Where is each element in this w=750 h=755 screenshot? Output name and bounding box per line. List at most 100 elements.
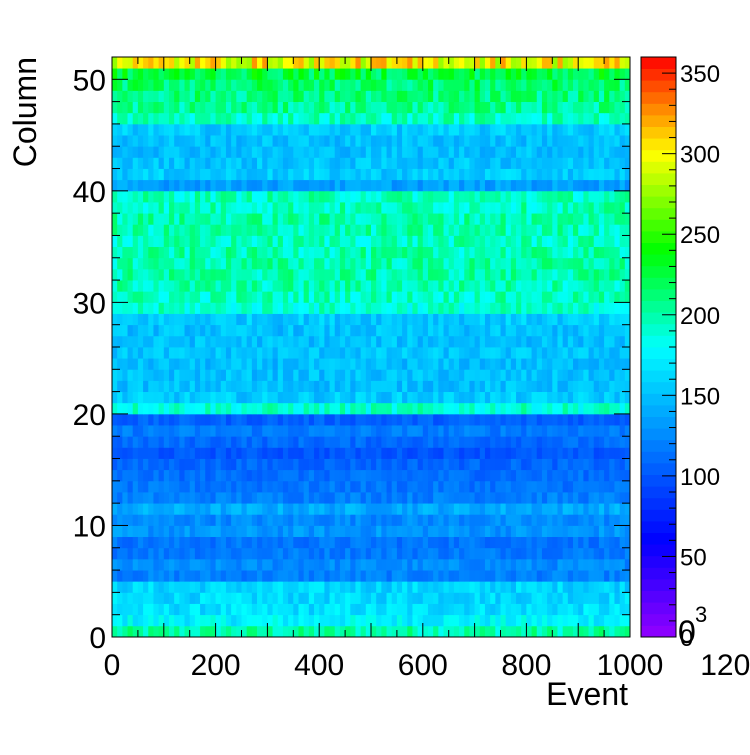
heatmap-cell (200, 324, 206, 337)
heatmap-cell (459, 503, 465, 515)
heatmap-cell (282, 503, 289, 515)
heatmap-cell (163, 369, 170, 381)
heatmap-cell (153, 324, 160, 337)
heatmap-cell (609, 581, 615, 593)
heatmap-cell (536, 268, 543, 281)
heatmap-cell (583, 101, 589, 114)
heatmap-cell (143, 135, 149, 147)
heatmap-cell (365, 380, 372, 393)
heatmap-cell (143, 525, 149, 538)
heatmap-cell (412, 592, 419, 604)
heatmap-cell (251, 614, 258, 627)
heatmap-cell (262, 190, 268, 203)
heatmap-cell (371, 458, 377, 471)
heatmap-cell (127, 469, 134, 482)
heatmap-cell (241, 347, 248, 359)
heatmap-cell (588, 436, 595, 448)
heatmap-cell (205, 168, 211, 181)
heatmap-cell (552, 157, 558, 169)
heatmap-cell (376, 280, 382, 292)
heatmap-cell (552, 190, 558, 203)
heatmap-cell (298, 90, 305, 103)
heatmap-cell (345, 369, 351, 381)
heatmap-cell (267, 112, 273, 125)
heatmap-cell (474, 413, 481, 426)
heatmap-cell (355, 112, 362, 125)
heatmap-cell (365, 536, 372, 549)
heatmap-cell (205, 458, 211, 471)
heatmap-cell (163, 146, 170, 158)
heatmap-cell (231, 413, 237, 426)
heatmap-cell (282, 168, 289, 181)
heatmap-cell (267, 135, 273, 147)
heatmap-cell (557, 447, 564, 459)
heatmap-cell (339, 402, 346, 415)
heatmap-cell (319, 190, 325, 203)
heatmap-cell (303, 213, 310, 225)
heatmap-cell (127, 347, 134, 359)
heatmap-cell (453, 313, 460, 326)
heatmap-cell (567, 280, 574, 292)
heatmap-cell (355, 90, 362, 103)
heatmap-cell (288, 536, 294, 549)
heatmap-cell (314, 614, 320, 627)
heatmap-cell (484, 213, 491, 225)
heatmap-cell (308, 179, 315, 192)
heatmap-cell (453, 425, 460, 437)
heatmap-cell (184, 168, 191, 181)
heatmap-cell (257, 135, 263, 147)
heatmap-cell (609, 380, 615, 393)
heatmap-cell (236, 268, 242, 281)
heatmap-cell (453, 280, 460, 292)
heatmap-cell (386, 257, 393, 270)
heatmap-cell (137, 503, 144, 515)
heatmap-cell (562, 347, 569, 359)
heatmap-cell (282, 324, 289, 337)
heatmap-cell (459, 480, 465, 493)
heatmap-cell (303, 358, 310, 370)
heatmap-cell (132, 324, 139, 337)
heatmap-cell (412, 179, 419, 192)
heatmap-cell (448, 90, 455, 103)
heatmap-cell (552, 280, 558, 292)
heatmap-cell (381, 558, 387, 571)
heatmap-cell (541, 447, 548, 459)
heatmap-cell (246, 369, 253, 381)
heatmap-cell (158, 213, 165, 225)
heatmap-cell (541, 135, 548, 147)
heatmap-cell (526, 179, 532, 192)
heatmap-cell (583, 547, 589, 560)
heatmap-cell (189, 425, 196, 437)
heatmap-cell (184, 425, 191, 437)
heatmap-cell (614, 235, 621, 248)
heatmap-cell (246, 268, 253, 281)
heatmap-cell (184, 335, 191, 348)
heatmap-cell (573, 313, 579, 326)
heatmap-cell (453, 480, 460, 493)
heatmap-cell (624, 413, 631, 426)
heatmap-cell (583, 123, 589, 136)
heatmap-cell (158, 246, 165, 259)
heatmap-cell (220, 90, 227, 103)
heatmap-cell (407, 190, 413, 203)
heatmap-cell (578, 469, 584, 482)
heatmap-cell (593, 280, 600, 292)
heatmap-cell (298, 302, 305, 314)
heatmap-cell (303, 313, 310, 326)
heatmap-cell (350, 224, 356, 236)
heatmap-cell (215, 380, 222, 393)
heatmap-cell (163, 447, 170, 459)
heatmap-cell (158, 547, 165, 560)
heatmap-cell (282, 436, 289, 448)
heatmap-cell (402, 402, 408, 415)
heatmap-cell (148, 625, 154, 638)
heatmap-cell (225, 603, 232, 616)
heatmap-cell (277, 190, 284, 203)
heatmap-cell (407, 547, 413, 560)
heatmap-cell (443, 570, 450, 582)
heatmap-cell (588, 402, 595, 415)
heatmap-cell (422, 90, 429, 103)
heatmap-cell (567, 492, 574, 504)
heatmap-cell (334, 324, 341, 337)
heatmap-cell (371, 79, 377, 91)
